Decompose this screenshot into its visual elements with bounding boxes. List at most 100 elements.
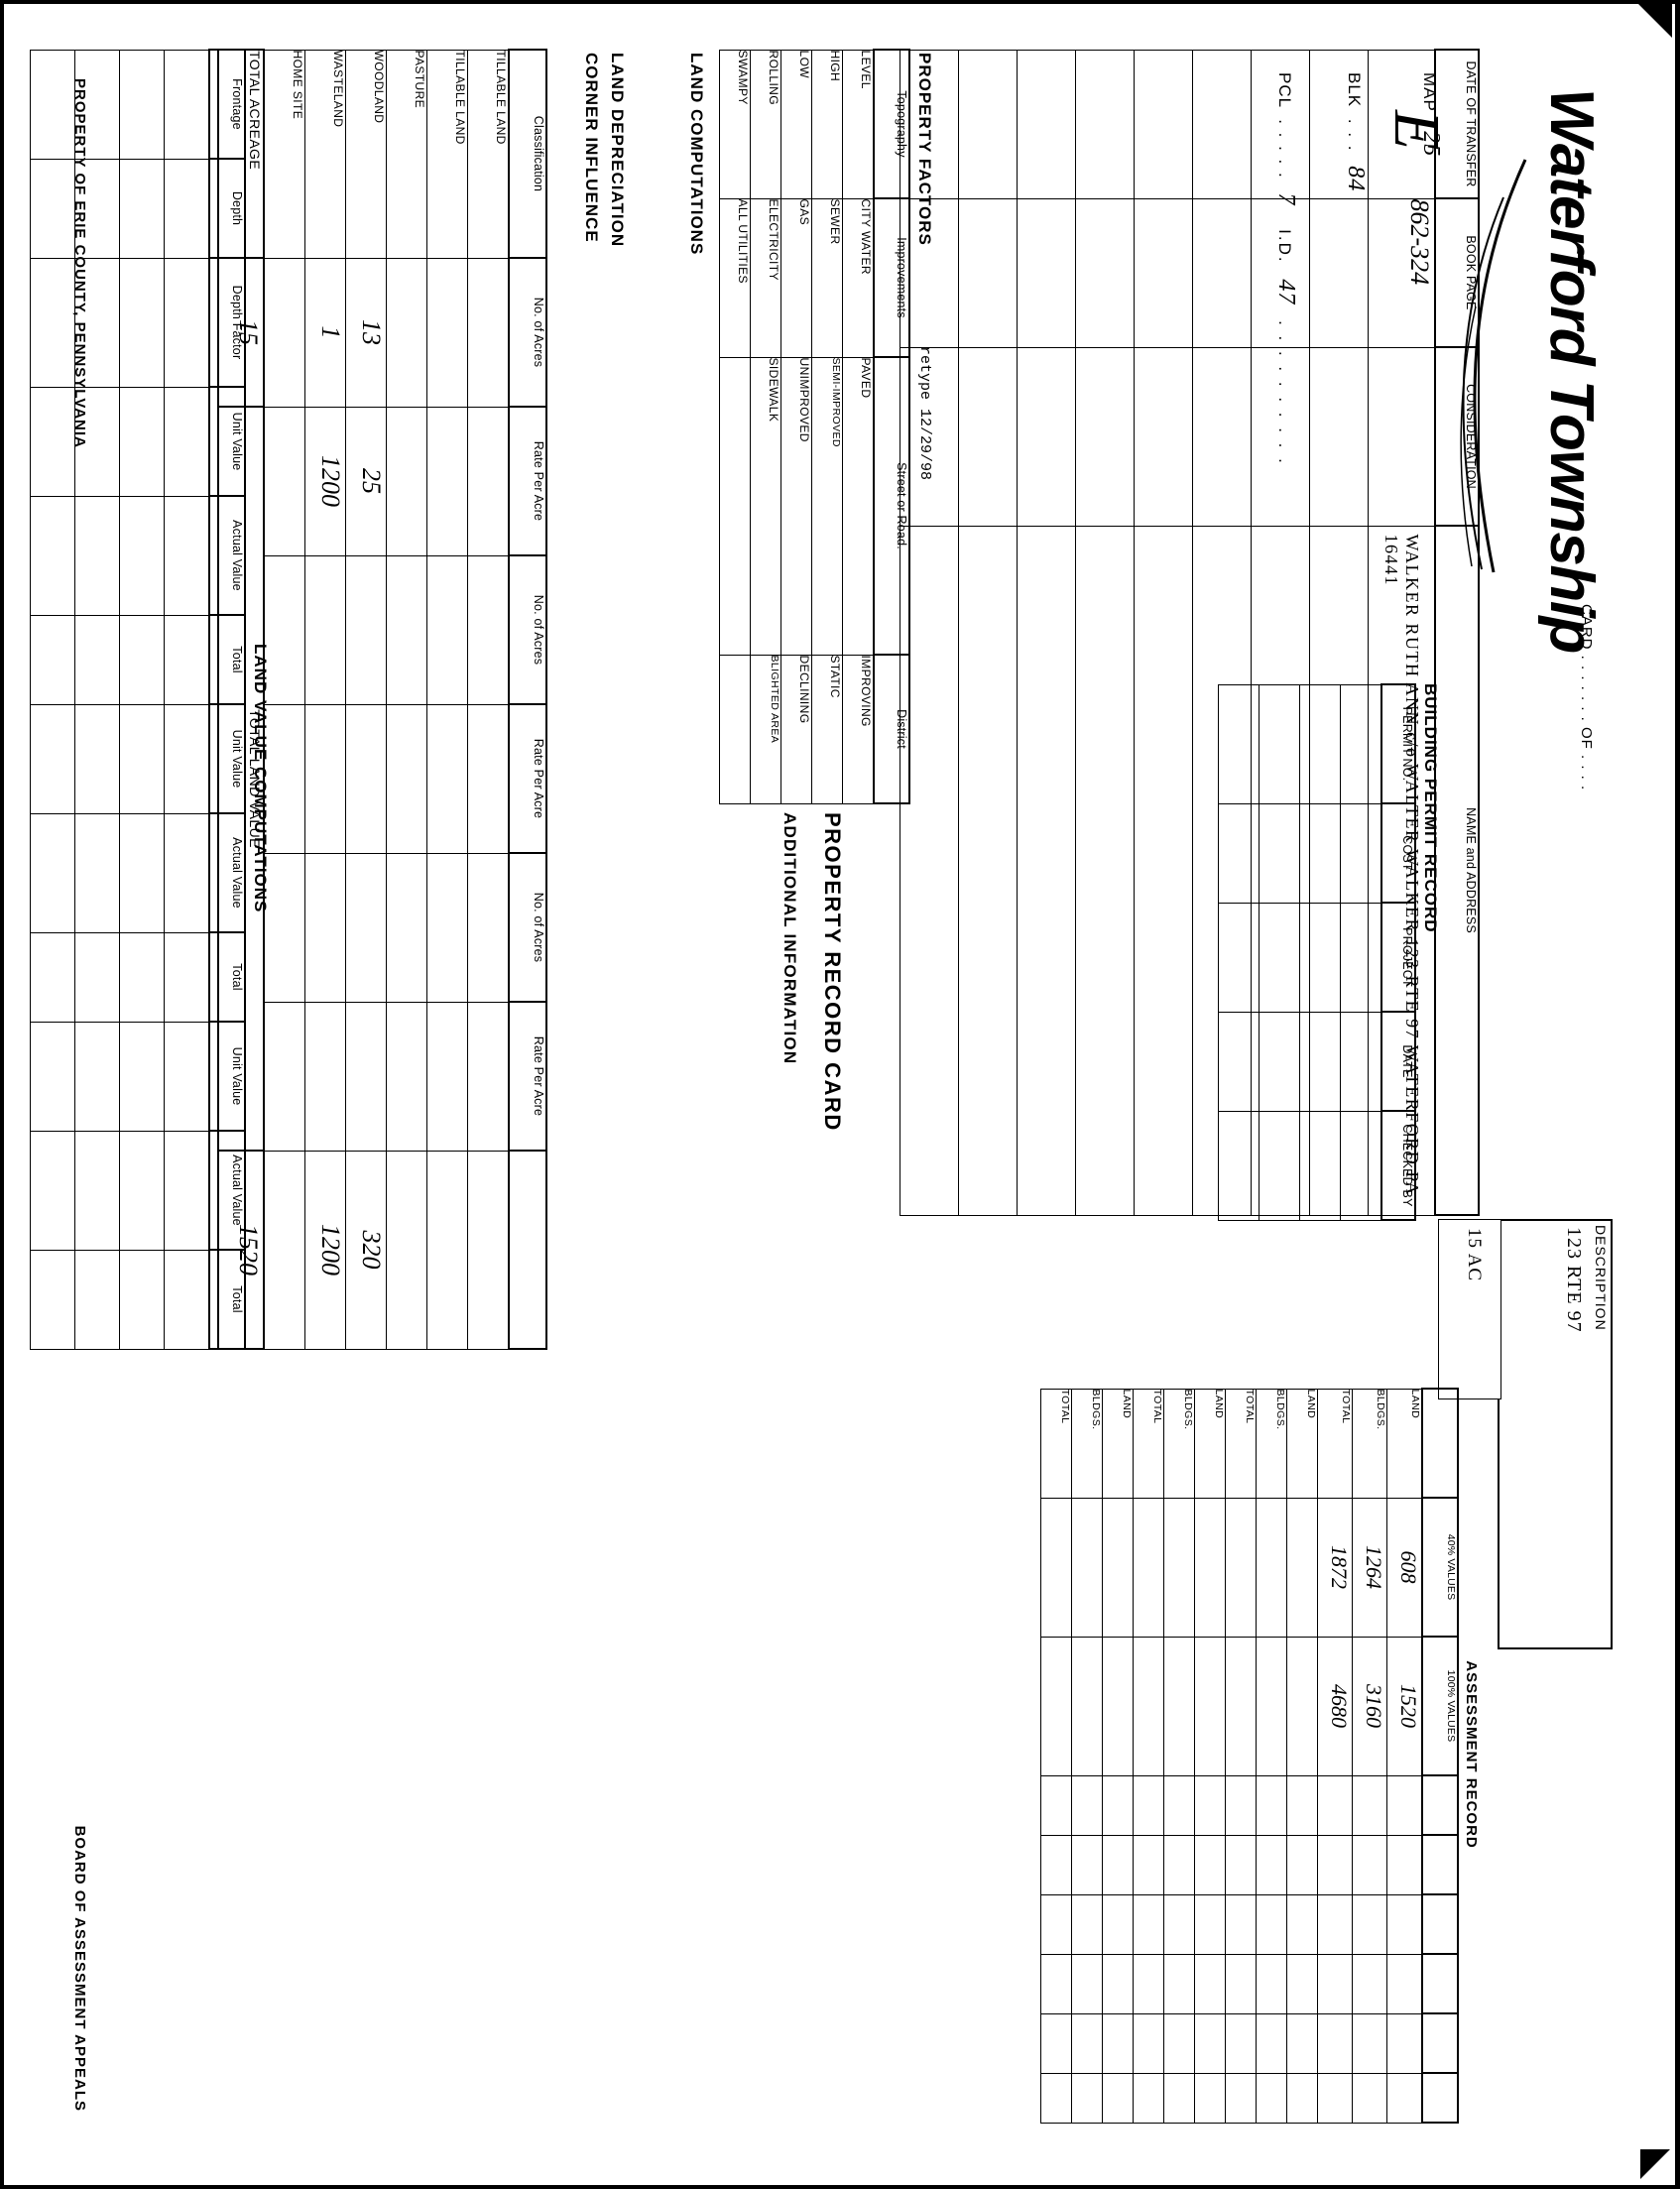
ar-cell[interactable] xyxy=(1256,2072,1287,2123)
pf-topography-swampy[interactable]: SWAMPY xyxy=(719,49,751,198)
bp-cell[interactable] xyxy=(1259,1110,1300,1220)
pf-row[interactable]: LEVEL CITY WATER PAVED IMPROVING xyxy=(842,49,874,803)
transfer-row[interactable] xyxy=(1134,49,1193,1215)
ar-cell[interactable] xyxy=(1317,1893,1353,1954)
bp-cell[interactable] xyxy=(1218,1011,1260,1111)
lc-rate-c-5[interactable] xyxy=(264,1001,305,1151)
td-book-page[interactable] xyxy=(1134,197,1193,347)
ar-cell[interactable] xyxy=(1286,1953,1318,2013)
ar-cell[interactable] xyxy=(1040,1774,1072,1835)
ar-cell[interactable] xyxy=(1102,1834,1134,1894)
ar-bldgs-40[interactable]: 1264 xyxy=(1352,1497,1387,1637)
ar-cell[interactable] xyxy=(1194,1893,1226,1954)
lc-acres-3[interactable]: 13 xyxy=(345,257,387,407)
lc-total-4[interactable]: 1200 xyxy=(304,1150,346,1349)
ar-cell[interactable] xyxy=(1256,2012,1287,2073)
ar-cell[interactable] xyxy=(1286,1893,1318,1954)
bp-cell[interactable] xyxy=(1259,902,1300,1012)
lc-acres-c-1[interactable] xyxy=(426,852,468,1002)
ar-cell[interactable] xyxy=(1286,2072,1318,2123)
lc-acres-5[interactable] xyxy=(264,257,305,407)
lc-total-0[interactable] xyxy=(467,1150,509,1349)
bp-cell[interactable] xyxy=(1259,802,1300,903)
ar-cell[interactable] xyxy=(1256,1636,1287,1775)
description-value[interactable]: 123 RTE 97 xyxy=(1563,1226,1585,1333)
lc-rate-b-1[interactable] xyxy=(426,703,468,853)
ar-cell[interactable] xyxy=(1163,1636,1195,1775)
ar-cell[interactable] xyxy=(1163,2072,1195,2123)
ar-cell[interactable] xyxy=(1386,2072,1422,2123)
lvc-cell[interactable] xyxy=(164,257,209,387)
lvc-cell[interactable] xyxy=(164,1130,209,1250)
pf-topography-rolling[interactable]: ROLLING xyxy=(750,49,781,198)
lc-rate-c-3[interactable] xyxy=(345,1001,387,1151)
pcl-value[interactable]: 7 xyxy=(1273,191,1299,205)
ar-cell[interactable] xyxy=(1163,1953,1195,2013)
lvc-row[interactable] xyxy=(164,49,209,1349)
ar-row[interactable]: BLDGS. xyxy=(1071,1388,1103,2123)
lc-rate-0[interactable] xyxy=(467,406,509,555)
ar-cell[interactable] xyxy=(1286,1774,1318,1835)
pf-district-improving[interactable]: IMPROVING xyxy=(842,654,874,803)
lc-row[interactable]: TILLABLE LAND xyxy=(426,49,468,1349)
lvc-cell[interactable] xyxy=(119,703,165,813)
ar-cell[interactable] xyxy=(1256,1834,1287,1894)
ar-cell[interactable] xyxy=(1040,1953,1072,2013)
ar-cell[interactable] xyxy=(1163,1497,1195,1637)
lvc-cell[interactable] xyxy=(119,1021,165,1131)
lvc-cell[interactable] xyxy=(74,1130,120,1250)
td-consideration[interactable] xyxy=(958,346,1018,526)
pf-topography-level[interactable]: LEVEL xyxy=(842,49,874,198)
pf-improvements-all-utilities[interactable]: ALL UTILITIES xyxy=(719,197,751,357)
ar-cell[interactable] xyxy=(1102,2072,1134,2123)
lvc-cell[interactable] xyxy=(74,1021,120,1131)
bp-cell[interactable] xyxy=(1340,802,1381,903)
ar-cell[interactable] xyxy=(1352,2072,1387,2123)
ar-cell[interactable] xyxy=(1133,2012,1164,2073)
blk-value[interactable]: 84 xyxy=(1343,165,1369,191)
lvc-cell[interactable] xyxy=(164,1249,209,1349)
ar-cell[interactable] xyxy=(1133,2072,1164,2123)
lc-total-5[interactable] xyxy=(264,1150,305,1349)
lc-rate-1[interactable] xyxy=(426,406,468,555)
ar-cell[interactable] xyxy=(1225,1497,1257,1637)
ar-cell[interactable] xyxy=(1386,1834,1422,1894)
ar-cell[interactable] xyxy=(1133,1893,1164,1954)
lvc-cell[interactable] xyxy=(30,49,75,159)
ar-cell[interactable] xyxy=(1352,1774,1387,1835)
lvc-cell[interactable] xyxy=(119,49,165,159)
ar-cell[interactable] xyxy=(1071,1834,1103,1894)
bp-cell[interactable] xyxy=(1340,902,1381,1012)
ar-cell[interactable] xyxy=(1102,1893,1134,1954)
lvc-cell[interactable] xyxy=(30,703,75,813)
ar-row-bldgs[interactable]: BLDGS. 1264 3160 xyxy=(1352,1388,1387,2123)
ar-row[interactable]: BLDGS. xyxy=(1163,1388,1195,2123)
pf-district-declining[interactable]: DECLINING xyxy=(780,654,812,803)
pf-district-blighted-area[interactable]: BLIGHTED AREA xyxy=(750,654,781,803)
ar-cell[interactable] xyxy=(1317,2072,1353,2123)
pf-row[interactable]: SWAMPY ALL UTILITIES xyxy=(719,49,751,803)
bp-row[interactable] xyxy=(1340,683,1381,1220)
lc-total-2[interactable] xyxy=(386,1150,427,1349)
ar-cell[interactable] xyxy=(1194,1834,1226,1894)
lc-rate-b-4[interactable] xyxy=(304,703,346,853)
lvc-cell[interactable] xyxy=(30,1249,75,1349)
ar-cell[interactable] xyxy=(1386,2012,1422,2073)
ar-cell[interactable] xyxy=(1071,2012,1103,2073)
ar-cell[interactable] xyxy=(1102,1636,1134,1775)
lc-row[interactable]: PASTURE xyxy=(386,49,427,1349)
lvc-cell[interactable] xyxy=(74,931,120,1022)
lvc-cell[interactable] xyxy=(164,703,209,813)
lvc-cell[interactable] xyxy=(30,614,75,704)
acreage-value[interactable]: 15 AC xyxy=(1464,1227,1485,1281)
ar-cell[interactable] xyxy=(1225,1636,1257,1775)
bp-cell[interactable] xyxy=(1259,1011,1300,1111)
lvc-cell[interactable] xyxy=(119,495,165,615)
lc-acres-b-2[interactable] xyxy=(386,554,427,704)
ar-cell[interactable] xyxy=(1286,2012,1318,2073)
lvc-cell[interactable] xyxy=(119,386,165,496)
td-name-address[interactable] xyxy=(1017,525,1076,1215)
lc-row[interactable]: HOME SITE xyxy=(264,49,305,1349)
ar-cell[interactable] xyxy=(1256,1893,1287,1954)
lvc-cell[interactable] xyxy=(74,812,120,932)
